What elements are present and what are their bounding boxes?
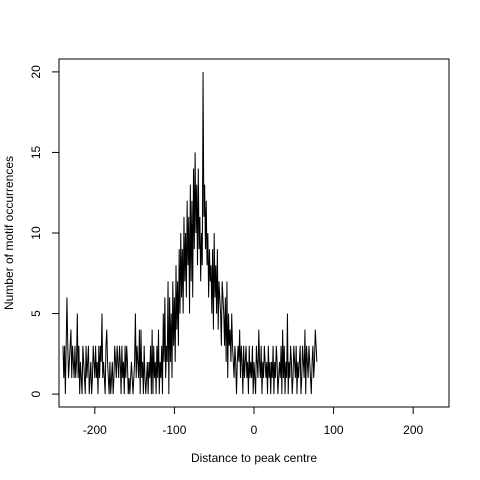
x-tick-label: 200 bbox=[403, 423, 423, 437]
x-axis: -200 -100 0 100 200 bbox=[83, 406, 424, 437]
series-line bbox=[62, 71, 318, 395]
x-tick-label: -200 bbox=[83, 423, 107, 437]
x-axis-title: Distance to peak centre bbox=[191, 451, 317, 465]
y-tick-label: 15 bbox=[29, 145, 43, 159]
y-axis-title: Number of motif occurrences bbox=[2, 156, 16, 310]
y-tick-label: 0 bbox=[29, 390, 43, 397]
y-tick-label: 5 bbox=[29, 310, 43, 317]
x-tick-label: 0 bbox=[251, 423, 258, 437]
y-tick-label: 10 bbox=[29, 226, 43, 240]
y-tick-label: 20 bbox=[29, 65, 43, 79]
x-tick-label: 100 bbox=[324, 423, 344, 437]
x-tick-label: -100 bbox=[162, 423, 186, 437]
y-axis: 0 5 10 15 20 bbox=[29, 65, 60, 397]
